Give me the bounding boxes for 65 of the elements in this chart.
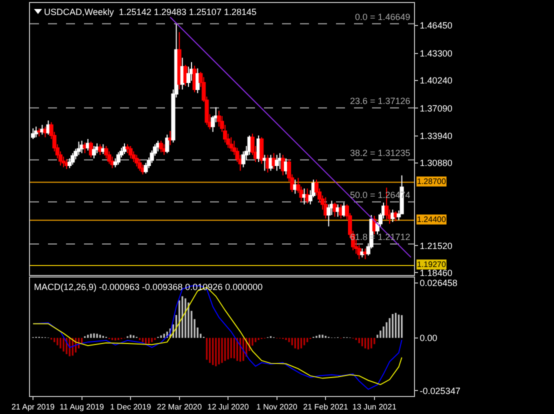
- ref-line-label: 1.24400: [417, 215, 446, 224]
- candlestick: [229, 136, 234, 152]
- y-tick-label: 1.30880: [420, 158, 452, 168]
- y-tick-label: 0.00: [420, 333, 438, 344]
- y-tick-label: 1.33940: [420, 131, 452, 142]
- candlestick: [278, 152, 282, 170]
- candlestick: [31, 128, 36, 140]
- ref-line-label: 0.0 = 1.46649: [355, 12, 410, 22]
- candlestick: [92, 146, 96, 159]
- y-tick-label: 0.026458: [420, 278, 458, 288]
- ref-line-label: 1.28700: [417, 177, 446, 186]
- candlestick: [128, 146, 133, 159]
- candlestick: [34, 126, 38, 138]
- candlestick: [162, 144, 166, 156]
- candlestick: [186, 66, 190, 88]
- y-tick-label: 1.37090: [420, 103, 452, 114]
- candlestick: [302, 188, 306, 205]
- y-tick-label: 1.18460: [420, 268, 452, 278]
- candlestick: [260, 136, 264, 164]
- x-tick-label: 22 Mar 2020: [156, 402, 202, 412]
- x-tick-label: 21 Feb 2021: [303, 402, 349, 412]
- y-tick-label: 1.46450: [420, 20, 452, 31]
- candlestick: [332, 202, 337, 218]
- candlestick: [37, 128, 42, 137]
- candlestick: [76, 141, 81, 156]
- candlestick: [168, 130, 172, 146]
- candlestick: [116, 152, 120, 166]
- candlestick: [80, 140, 84, 154]
- candlestick: [165, 134, 170, 154]
- candlestick: [274, 154, 279, 172]
- y-tick-label: 1.40240: [420, 76, 452, 86]
- candlestick: [177, 32, 182, 90]
- candlestick: [134, 154, 139, 167]
- ref-line-label: 1.19270: [417, 260, 446, 269]
- y-tick-label: -0.025347: [420, 386, 460, 396]
- candlestick: [305, 188, 310, 204]
- candlestick: [268, 154, 273, 172]
- x-tick-label: 1 Nov 2020: [256, 402, 298, 412]
- candlestick: [262, 154, 267, 172]
- candlestick: [43, 126, 48, 138]
- chart-title: USDCAD,Weekly 1.25142 1.29483 1.25107 1.28145: [44, 7, 256, 17]
- ref-line-label: 23.6 = 1.37126: [350, 96, 410, 106]
- candlestick: [138, 158, 142, 172]
- candlestick: [357, 244, 362, 260]
- x-tick-label: 11 Aug 2019: [60, 402, 105, 412]
- candlestick: [390, 209, 395, 223]
- candlestick: [326, 204, 331, 227]
- candlestick: [360, 248, 364, 258]
- x-tick-label: 21 Apr 2019: [11, 402, 56, 412]
- candlestick: [363, 248, 368, 260]
- x-tick-label: 1 Dec 2019: [110, 402, 152, 412]
- candlestick: [336, 204, 340, 218]
- y-tick-label: 1.21520: [420, 240, 452, 251]
- x-tick-label: 13 Jun 2021: [352, 402, 397, 412]
- candlestick: [159, 140, 164, 153]
- candlestick: [122, 142, 126, 155]
- x-tick-label: 12 Jul 2020: [207, 402, 250, 412]
- candlestick: [70, 152, 75, 166]
- ref-line-label: 38.2 = 1.31235: [350, 148, 410, 158]
- candlestick: [293, 179, 298, 194]
- candlestick: [98, 144, 102, 156]
- y-tick-label: 1.43300: [420, 48, 452, 58]
- candlestick: [82, 142, 87, 154]
- candlestick: [101, 144, 106, 155]
- candlestick: [324, 196, 328, 219]
